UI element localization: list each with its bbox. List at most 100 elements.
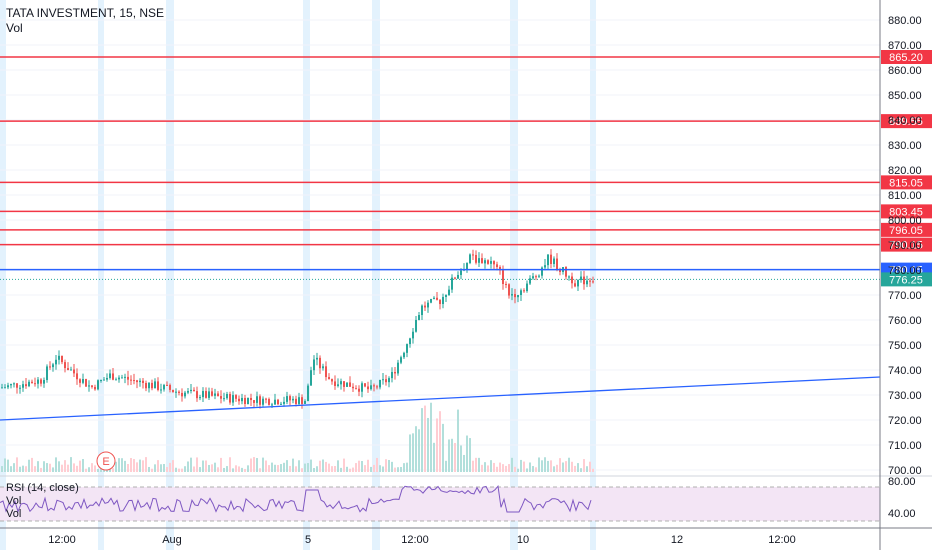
candle-body — [313, 359, 315, 371]
candle-body — [61, 355, 63, 363]
volume-bar — [313, 467, 315, 472]
volume-bar — [490, 460, 492, 472]
candle-body — [433, 297, 435, 299]
candle-body — [169, 385, 171, 390]
candle-body — [385, 379, 387, 383]
volume-bar — [520, 459, 522, 472]
candle-body — [70, 369, 72, 371]
volume-bar — [466, 435, 468, 472]
candle-body — [187, 391, 189, 393]
rsi-vol-legend-2: Vol — [6, 508, 22, 520]
candle-body — [388, 378, 390, 383]
volume-bar — [124, 460, 126, 472]
volume-legend: Vol — [6, 21, 23, 35]
candle-body — [97, 380, 99, 390]
volume-bar — [133, 459, 135, 472]
candle-body — [283, 401, 285, 404]
candle-body — [478, 258, 480, 263]
candle-body — [250, 397, 252, 401]
volume-bar — [208, 464, 210, 472]
candle-body — [400, 357, 402, 363]
volume-bar — [493, 462, 495, 472]
volume-bar — [73, 463, 75, 472]
volume-bar — [34, 466, 36, 472]
volume-bar — [415, 426, 417, 472]
candle-body — [127, 376, 129, 380]
volume-bar — [91, 463, 93, 472]
session-bands — [0, 0, 596, 550]
candle-body — [358, 388, 360, 392]
volume-bar — [199, 467, 201, 472]
volume-bar — [61, 464, 63, 472]
candle-body — [466, 262, 468, 270]
rsi-panel[interactable] — [0, 475, 932, 522]
candle-body — [472, 254, 474, 256]
volume-bar — [160, 464, 162, 472]
price-axis-tick-label: 730.00 — [888, 390, 922, 402]
volume-bar — [142, 460, 144, 472]
candle-body — [148, 382, 150, 389]
volume-bar — [127, 464, 129, 472]
candle-body — [325, 366, 327, 378]
volume-bar — [151, 468, 153, 472]
candle-body — [448, 289, 450, 296]
candle-body — [7, 385, 9, 388]
candle-body — [412, 331, 414, 339]
volume-bar — [325, 461, 327, 472]
candle-body — [403, 352, 405, 358]
volume-bar — [319, 460, 321, 472]
candle-body — [337, 384, 339, 386]
volume-bar — [514, 466, 516, 472]
volume-bar — [145, 457, 147, 472]
candle-body — [394, 371, 396, 374]
volume-bar — [394, 467, 396, 472]
volume-bar — [7, 459, 9, 472]
price-axis-tick-label: 840.00 — [888, 115, 922, 127]
volume-bar — [580, 468, 582, 472]
candle-body — [43, 380, 45, 384]
volume-bar — [244, 468, 246, 472]
volume-bar — [577, 463, 579, 472]
trend-line[interactable] — [0, 376, 881, 421]
horizontal-levels[interactable]: 865.20 839.55 815.05 803.45 796.05 790.15 780.… — [0, 50, 932, 287]
candle-body — [16, 383, 18, 388]
candle-body — [586, 280, 588, 285]
volume-bar — [181, 468, 183, 472]
volume-bar — [445, 460, 447, 472]
candle-body — [193, 389, 195, 392]
candle-body — [343, 381, 345, 387]
volume-bar — [583, 459, 585, 472]
candle-body — [517, 295, 519, 298]
time-axis[interactable]: 12:00 Aug 5 12:00 10 12 12:00 — [0, 527, 932, 546]
candle-body — [124, 376, 126, 378]
candle-body — [199, 397, 201, 399]
volume-bar — [112, 468, 114, 472]
volume-bar — [259, 468, 261, 472]
candle-body — [421, 305, 423, 316]
candle-body — [292, 398, 294, 401]
candle-body — [76, 373, 78, 380]
volume-bar — [28, 459, 30, 472]
time-axis-tick-label: 12:00 — [401, 534, 429, 546]
volume-bar — [289, 465, 291, 472]
candle-body — [91, 385, 93, 387]
candle-body — [454, 277, 456, 279]
price-axis-tick-label: 880.00 — [888, 15, 922, 27]
price-axis-tick-label: 800.00 — [888, 215, 922, 227]
volume-bar — [94, 465, 96, 472]
volume-bar — [403, 463, 405, 472]
price-axis-tick-label: 720.00 — [888, 415, 922, 427]
volume-bar — [328, 463, 330, 472]
candle-body — [460, 270, 462, 275]
time-axis-tick-label: 10 — [517, 534, 529, 546]
price-axis[interactable]: 880.00 870.00 860.00 850.00 840.00 830.00 820.… — [879, 0, 922, 550]
candle-body — [259, 396, 261, 405]
volume-bar — [304, 463, 306, 472]
earnings-marker[interactable]: E — [96, 451, 116, 471]
volume-bar — [388, 459, 390, 472]
volume-bar — [346, 466, 348, 472]
volume-bar — [343, 458, 345, 472]
candle-body — [121, 377, 123, 379]
